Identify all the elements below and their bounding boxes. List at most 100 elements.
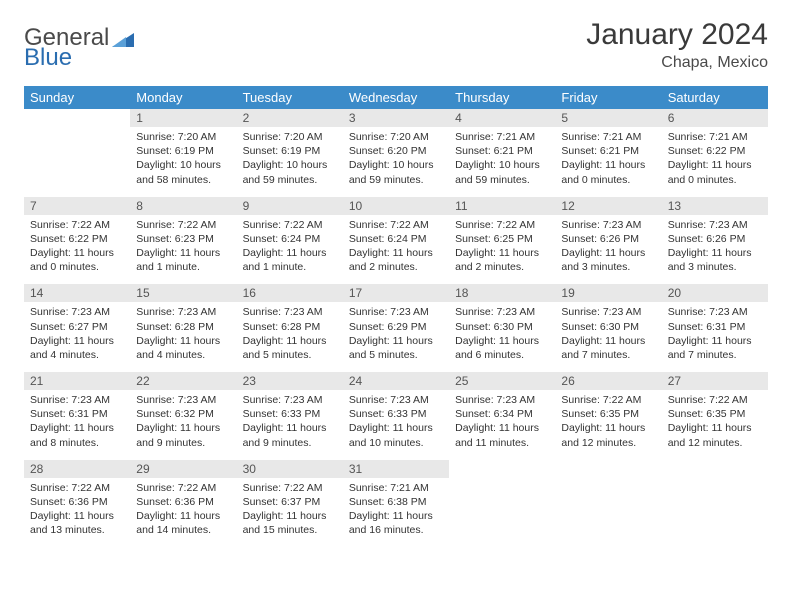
day-number-cell (449, 460, 555, 478)
daylight-text-1: Daylight: 11 hours (668, 334, 762, 348)
daylight-text-1: Daylight: 11 hours (561, 158, 655, 172)
day-number-cell: 14 (24, 284, 130, 302)
day-number-cell: 17 (343, 284, 449, 302)
sunrise-text: Sunrise: 7:23 AM (561, 218, 655, 232)
logo-triangle-icon (112, 29, 134, 47)
info-row: Sunrise: 7:20 AMSunset: 6:19 PMDaylight:… (24, 127, 768, 197)
daylight-text-2: and 5 minutes. (349, 348, 443, 362)
daylight-text-2: and 3 minutes. (561, 260, 655, 274)
sunrise-text: Sunrise: 7:23 AM (561, 305, 655, 319)
page-subtitle: Chapa, Mexico (586, 54, 768, 72)
day-info-cell: Sunrise: 7:23 AMSunset: 6:30 PMDaylight:… (555, 302, 661, 372)
sunrise-text: Sunrise: 7:23 AM (668, 218, 762, 232)
day-number-cell: 21 (24, 372, 130, 390)
daylight-text-1: Daylight: 11 hours (455, 246, 549, 260)
day-info-cell: Sunrise: 7:22 AMSunset: 6:24 PMDaylight:… (237, 215, 343, 285)
day-info-cell: Sunrise: 7:23 AMSunset: 6:33 PMDaylight:… (343, 390, 449, 460)
day-info-cell: Sunrise: 7:21 AMSunset: 6:38 PMDaylight:… (343, 478, 449, 548)
day-info-cell: Sunrise: 7:20 AMSunset: 6:19 PMDaylight:… (237, 127, 343, 197)
sunrise-text: Sunrise: 7:23 AM (243, 393, 337, 407)
daylight-text-2: and 1 minute. (136, 260, 230, 274)
info-row: Sunrise: 7:22 AM Sunset: 6:36 PM Daylight:… (24, 478, 768, 548)
day-info-cell: Sunrise: 7:23 AMSunset: 6:31 PMDaylight:… (662, 302, 768, 372)
sunrise-text: Sunrise: 7:22 AM (136, 218, 230, 232)
daynum-row: 123456 (24, 109, 768, 127)
info-row: Sunrise: 7:23 AMSunset: 6:31 PMDaylight:… (24, 390, 768, 460)
day-info-cell: Sunrise: 7:23 AMSunset: 6:26 PMDaylight:… (662, 215, 768, 285)
weekday-header: Monday (130, 86, 236, 109)
daylight-text-1: Daylight: 11 hours (136, 334, 230, 348)
sunrise-text: Sunrise: 7:22 AM (243, 481, 337, 495)
daylight-text-2: and 1 minute. (243, 260, 337, 274)
calendar-body: 123456Sunrise: 7:20 AMSunset: 6:19 PMDay… (24, 109, 768, 547)
daylight-text-1: Daylight: 11 hours (136, 421, 230, 435)
day-info-cell: Sunrise: 7:22 AMSunset: 6:22 PMDaylight:… (24, 215, 130, 285)
daylight-text-1: Daylight: 10 hours (349, 158, 443, 172)
daylight-text-1: Daylight: 11 hours (349, 421, 443, 435)
day-info-cell: Sunrise: 7:23 AMSunset: 6:32 PMDaylight:… (130, 390, 236, 460)
daylight-text-2: and 16 minutes. (349, 523, 443, 537)
daylight-text-2: and 12 minutes. (668, 436, 762, 450)
sunset-text: Sunset: 6:31 PM (668, 320, 762, 334)
sunrise-text: Sunrise: 7:23 AM (243, 305, 337, 319)
sunset-text: Sunset: 6:35 PM (561, 407, 655, 421)
sunset-text: Sunset: 6:30 PM (561, 320, 655, 334)
weekday-header: Tuesday (237, 86, 343, 109)
sunset-text: Sunset: 6:24 PM (243, 232, 337, 246)
day-number-cell: 9 (237, 197, 343, 215)
sunrise-text: Sunrise: 7:23 AM (455, 305, 549, 319)
daylight-text-1: Daylight: 11 hours (243, 509, 337, 523)
day-info-cell: Sunrise: 7:22 AMSunset: 6:24 PMDaylight:… (343, 215, 449, 285)
daylight-text-1: Daylight: 11 hours (136, 509, 230, 523)
daylight-text-2: and 15 minutes. (243, 523, 337, 537)
daylight-text-1: Daylight: 11 hours (30, 334, 124, 348)
day-info-cell: Sunrise: 7:22 AMSunset: 6:36 PMDaylight:… (130, 478, 236, 548)
sunrise-text: Sunrise: 7:21 AM (349, 481, 443, 495)
sunrise-text: Sunrise: 7:23 AM (136, 393, 230, 407)
sunrise-text: Sunrise: 7:22 AM (455, 218, 549, 232)
day-number-cell: 26 (555, 372, 661, 390)
sunset-text: Sunset: 6:38 PM (349, 495, 443, 509)
weekday-header: Wednesday (343, 86, 449, 109)
daylight-text-1: Daylight: 10 hours (243, 158, 337, 172)
daylight-text-2: and 5 minutes. (243, 348, 337, 362)
weekday-header: Sunday (24, 86, 130, 109)
day-info-cell: Sunrise: 7:22 AMSunset: 6:25 PMDaylight:… (449, 215, 555, 285)
sunset-text: Sunset: 6:28 PM (136, 320, 230, 334)
info-row: Sunrise: 7:22 AMSunset: 6:22 PMDaylight:… (24, 215, 768, 285)
day-info-cell: Sunrise: 7:23 AMSunset: 6:30 PMDaylight:… (449, 302, 555, 372)
daynum-row: 28293031 (24, 460, 768, 478)
sunrise-text: Sunrise: 7:22 AM (349, 218, 443, 232)
sunset-text: Sunset: 6:29 PM (349, 320, 443, 334)
sunrise-text: Sunrise: 7:23 AM (455, 393, 549, 407)
sunrise-text: Sunrise: 7:23 AM (349, 305, 443, 319)
sunrise-text: Sunrise: 7:23 AM (30, 305, 124, 319)
sunrise-text: Sunrise: 7:22 AM (561, 393, 655, 407)
sunset-text: Sunset: 6:27 PM (30, 320, 124, 334)
sunset-text: Sunset: 6:28 PM (243, 320, 337, 334)
daylight-text-1: Daylight: 11 hours (668, 421, 762, 435)
daylight-text-1: Daylight: 11 hours (243, 334, 337, 348)
sunset-text: Sunset: 6:26 PM (561, 232, 655, 246)
weekday-header: Saturday (662, 86, 768, 109)
day-number-cell: 10 (343, 197, 449, 215)
daylight-text-1: Daylight: 11 hours (30, 421, 124, 435)
daylight-text-2: and 8 minutes. (30, 436, 124, 450)
sunset-text: Sunset: 6:36 PM (30, 495, 124, 509)
day-info-cell: Sunrise: 7:22 AMSunset: 6:36 PMDaylight:… (24, 478, 130, 548)
day-number-cell: 5 (555, 109, 661, 127)
sunrise-text: Sunrise: 7:21 AM (455, 130, 549, 144)
daylight-text-2: and 7 minutes. (668, 348, 762, 362)
sunrise-text: Sunrise: 7:20 AM (136, 130, 230, 144)
day-info-cell (662, 478, 768, 548)
calendar-header-row: Sunday Monday Tuesday Wednesday Thursday… (24, 86, 768, 109)
weekday-header: Friday (555, 86, 661, 109)
sunrise-text: Sunrise: 7:21 AM (668, 130, 762, 144)
daylight-text-2: and 2 minutes. (455, 260, 549, 274)
daylight-text-1: Daylight: 11 hours (349, 509, 443, 523)
sunset-text: Sunset: 6:30 PM (455, 320, 549, 334)
daylight-text-2: and 12 minutes. (561, 436, 655, 450)
sunrise-text: Sunrise: 7:21 AM (561, 130, 655, 144)
sunrise-text: Sunrise: 7:23 AM (668, 305, 762, 319)
day-number-cell: 19 (555, 284, 661, 302)
